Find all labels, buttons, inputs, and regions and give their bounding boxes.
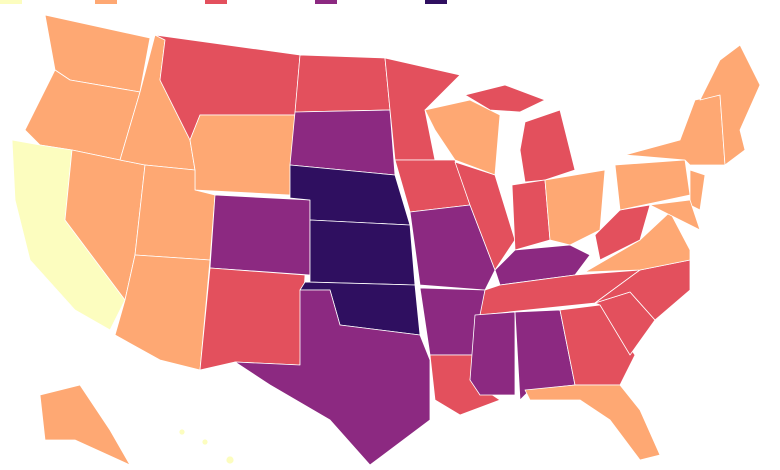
state [624,94,726,166]
state [559,304,636,386]
state [114,254,211,371]
state [199,267,306,371]
state [178,428,186,436]
legend-swatch [95,0,117,4]
state [309,219,416,286]
state [201,438,209,446]
state [649,199,701,231]
state [409,204,496,291]
legend-swatch [0,0,22,4]
legend-swatch [315,0,337,4]
state [225,455,235,465]
states [11,14,761,466]
state [594,204,651,261]
state [519,109,576,183]
state [189,114,296,196]
state [209,194,311,276]
state [294,54,391,113]
state [469,311,516,396]
state [39,384,131,466]
legend-swatch [205,0,227,4]
state [511,179,551,251]
state [524,384,661,461]
state [11,139,126,331]
state [544,169,606,246]
state [464,84,546,113]
state [454,161,516,271]
legend [0,0,447,4]
state [289,109,396,176]
legend-swatch [425,0,447,4]
state [234,289,431,466]
state [699,44,761,166]
state [689,169,706,211]
